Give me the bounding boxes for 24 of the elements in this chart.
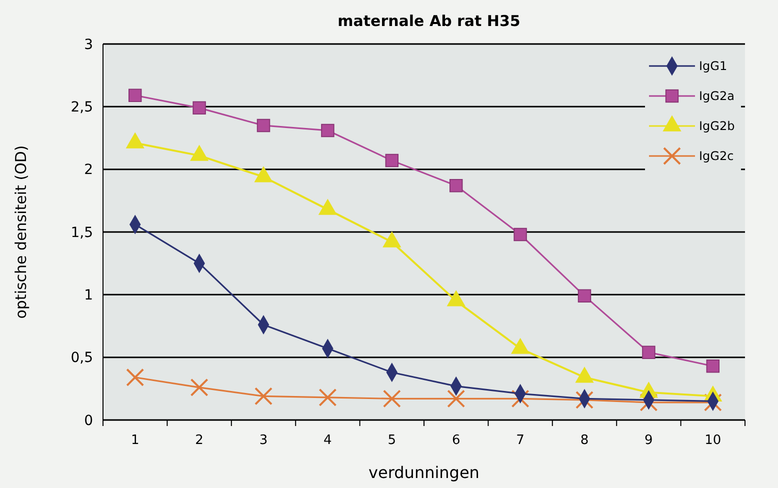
legend-label: IgG2c (699, 149, 734, 164)
x-tick-label: 10 (704, 433, 722, 448)
legend-label: IgG2b (699, 119, 735, 134)
legend-label: IgG2a (699, 89, 734, 104)
x-tick-label: 9 (644, 433, 653, 448)
x-tick-label: 8 (580, 433, 589, 448)
x-tick-label: 5 (388, 433, 396, 448)
x-tick-label: 6 (452, 433, 460, 448)
y-axis-title: optische densiteit (OD) (12, 145, 30, 319)
y-tick-label: 1 (84, 288, 93, 304)
y-tick-label: 0 (84, 412, 93, 429)
chart-title: maternale Ab rat H35 (338, 12, 520, 30)
x-axis-title: verdunningen (368, 463, 480, 482)
y-tick-label: 0,5 (70, 350, 93, 366)
x-tick-label: 4 (324, 433, 332, 448)
legend-label: IgG1 (699, 59, 728, 74)
y-tick-label: 1,5 (70, 224, 93, 241)
y-tick-label: 2 (84, 162, 93, 178)
y-tick-label: 2,5 (70, 100, 93, 116)
x-tick-label: 7 (516, 433, 524, 448)
y-tick-label: 3 (84, 36, 93, 53)
x-tick-label: 2 (195, 433, 204, 448)
x-tick-label: 1 (130, 433, 140, 448)
x-tick-label: 3 (259, 433, 268, 448)
